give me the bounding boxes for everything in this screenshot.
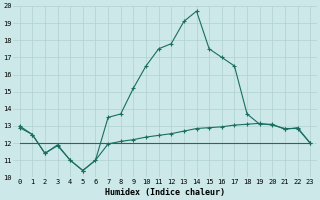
- X-axis label: Humidex (Indice chaleur): Humidex (Indice chaleur): [105, 188, 225, 197]
